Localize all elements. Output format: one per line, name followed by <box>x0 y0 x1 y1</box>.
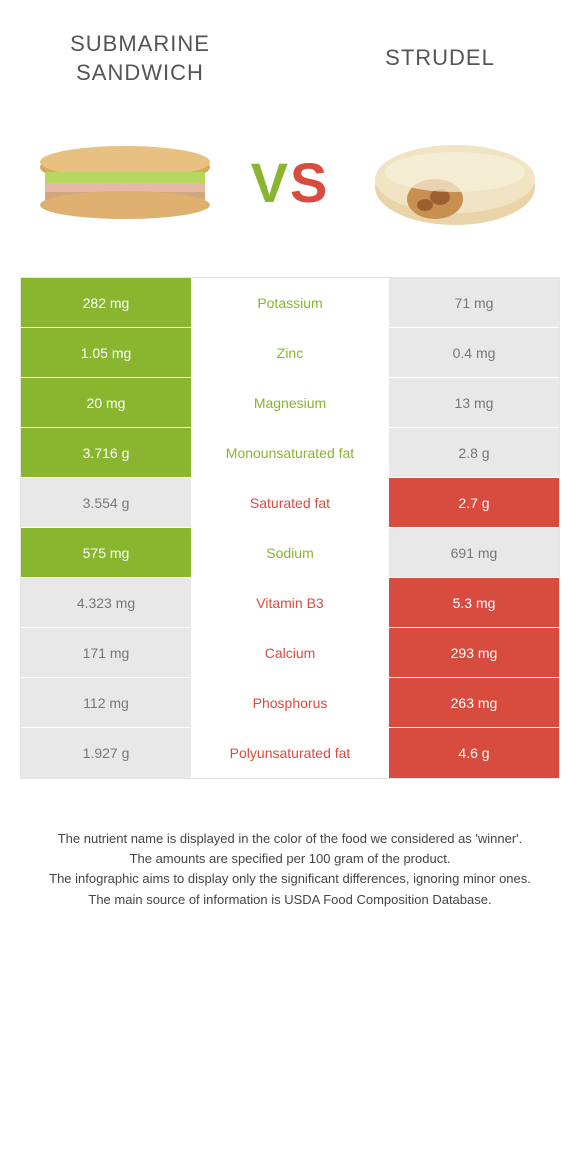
right-value: 2.8 g <box>389 428 559 477</box>
table-row: 1.05 mgZinc0.4 mg <box>21 328 559 378</box>
hero-row: VS <box>0 107 580 267</box>
left-value: 4.323 mg <box>21 578 191 627</box>
header: SUBMARINE SANDWICH STRUDEL <box>0 0 580 107</box>
table-row: 112 mgPhosphorus263 mg <box>21 678 559 728</box>
left-value: 1.927 g <box>21 728 191 778</box>
nutrient-label: Saturated fat <box>191 478 389 527</box>
left-food-title: SUBMARINE SANDWICH <box>40 30 240 87</box>
table-row: 3.554 gSaturated fat2.7 g <box>21 478 559 528</box>
right-value: 263 mg <box>389 678 559 727</box>
nutrient-label: Monounsaturated fat <box>191 428 389 477</box>
vs-s: S <box>290 151 329 214</box>
nutrient-label: Vitamin B3 <box>191 578 389 627</box>
table-row: 3.716 gMonounsaturated fat2.8 g <box>21 428 559 478</box>
table-row: 282 mgPotassium71 mg <box>21 278 559 328</box>
left-value: 171 mg <box>21 628 191 677</box>
left-value: 3.716 g <box>21 428 191 477</box>
nutrient-table: 282 mgPotassium71 mg1.05 mgZinc0.4 mg20 … <box>20 277 560 779</box>
table-row: 575 mgSodium691 mg <box>21 528 559 578</box>
nutrient-label: Zinc <box>191 328 389 377</box>
right-value: 13 mg <box>389 378 559 427</box>
left-value: 575 mg <box>21 528 191 577</box>
note-line: The infographic aims to display only the… <box>30 869 550 889</box>
vs-v: V <box>251 151 290 214</box>
left-food-image <box>30 127 220 237</box>
left-value: 1.05 mg <box>21 328 191 377</box>
nutrient-label: Magnesium <box>191 378 389 427</box>
nutrient-label: Polyunsaturated fat <box>191 728 389 778</box>
right-value: 691 mg <box>389 528 559 577</box>
nutrient-label: Sodium <box>191 528 389 577</box>
table-row: 20 mgMagnesium13 mg <box>21 378 559 428</box>
right-value: 4.6 g <box>389 728 559 778</box>
right-value: 2.7 g <box>389 478 559 527</box>
right-food-image <box>360 127 550 237</box>
right-value: 5.3 mg <box>389 578 559 627</box>
note-line: The nutrient name is displayed in the co… <box>30 829 550 849</box>
left-value: 112 mg <box>21 678 191 727</box>
nutrient-label: Potassium <box>191 278 389 327</box>
right-value: 0.4 mg <box>389 328 559 377</box>
nutrient-label: Phosphorus <box>191 678 389 727</box>
right-food-title: STRUDEL <box>340 44 540 73</box>
note-line: The amounts are specified per 100 gram o… <box>30 849 550 869</box>
left-value: 20 mg <box>21 378 191 427</box>
left-value: 3.554 g <box>21 478 191 527</box>
vs-label: VS <box>251 150 330 215</box>
footer-notes: The nutrient name is displayed in the co… <box>0 779 580 940</box>
left-value: 282 mg <box>21 278 191 327</box>
nutrient-label: Calcium <box>191 628 389 677</box>
table-row: 171 mgCalcium293 mg <box>21 628 559 678</box>
note-line: The main source of information is USDA F… <box>30 890 550 910</box>
right-value: 293 mg <box>389 628 559 677</box>
table-row: 1.927 gPolyunsaturated fat4.6 g <box>21 728 559 778</box>
table-row: 4.323 mgVitamin B35.3 mg <box>21 578 559 628</box>
right-value: 71 mg <box>389 278 559 327</box>
